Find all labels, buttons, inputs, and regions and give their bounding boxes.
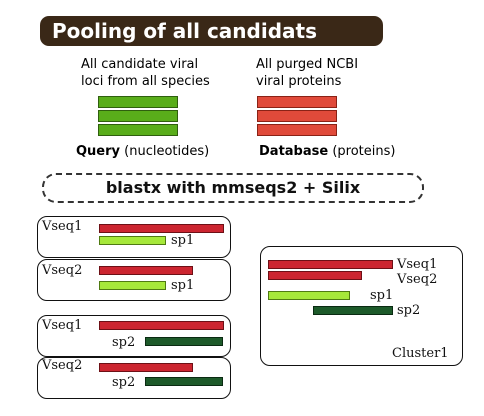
cluster-sp1-label: sp1 xyxy=(370,288,394,303)
cluster-sp2-bar xyxy=(313,306,393,315)
diagram-title: Pooling of all candidats xyxy=(52,19,317,43)
query-sequence-bar xyxy=(98,124,178,136)
query-label-type: (nucleotides) xyxy=(124,144,210,159)
cluster-vseq1-label: Vseq1 xyxy=(397,257,438,272)
vseq-bar xyxy=(99,321,224,330)
sp2-bar xyxy=(145,337,223,346)
query-label: Query (nucleotides) xyxy=(76,143,209,160)
database-caption-line2: viral proteins xyxy=(256,74,342,89)
query-caption-line1: All candidate viral xyxy=(81,57,199,72)
vseq-label: Vseq1 xyxy=(42,219,83,234)
cluster-vseq2-bar xyxy=(268,271,362,280)
sp-label: sp1 xyxy=(171,233,195,248)
vseq-bar xyxy=(99,266,193,275)
database-label-bold: Database xyxy=(259,144,329,159)
query-caption-line2: loci from all species xyxy=(81,74,210,89)
vseq-label: Vseq2 xyxy=(42,263,83,278)
sp-label: sp1 xyxy=(171,278,195,293)
vseq-bar xyxy=(99,224,224,233)
cluster-vseq1-bar xyxy=(268,260,393,269)
cluster-vseq2-label: Vseq2 xyxy=(397,272,438,287)
query-sequence-bar xyxy=(98,96,178,108)
database-protein-bar xyxy=(257,124,337,136)
cluster-sp2-label: sp2 xyxy=(397,303,421,318)
sp2-bar xyxy=(145,377,223,386)
cluster-sp1-bar xyxy=(268,291,350,300)
title-banner xyxy=(40,16,383,46)
sp1-bar xyxy=(99,281,166,290)
cluster-name: Cluster1 xyxy=(392,346,449,361)
sp1-bar xyxy=(99,236,166,245)
sp-label: sp2 xyxy=(112,375,136,390)
sp-label: sp2 xyxy=(112,335,136,350)
database-protein-bar xyxy=(257,96,337,108)
query-sequence-bar xyxy=(98,110,178,122)
process-label: blastx with mmseqs2 + Silix xyxy=(105,178,361,197)
process-box xyxy=(42,173,424,203)
database-caption-line1: All purged NCBI xyxy=(256,57,359,72)
database-protein-bar xyxy=(257,110,337,122)
database-label: Database (proteins) xyxy=(259,143,395,160)
vseq-label: Vseq2 xyxy=(42,358,83,373)
vseq-label: Vseq1 xyxy=(42,318,83,333)
query-label-bold: Query xyxy=(76,144,121,159)
vseq-bar xyxy=(99,363,193,372)
database-label-type: (proteins) xyxy=(332,144,396,159)
